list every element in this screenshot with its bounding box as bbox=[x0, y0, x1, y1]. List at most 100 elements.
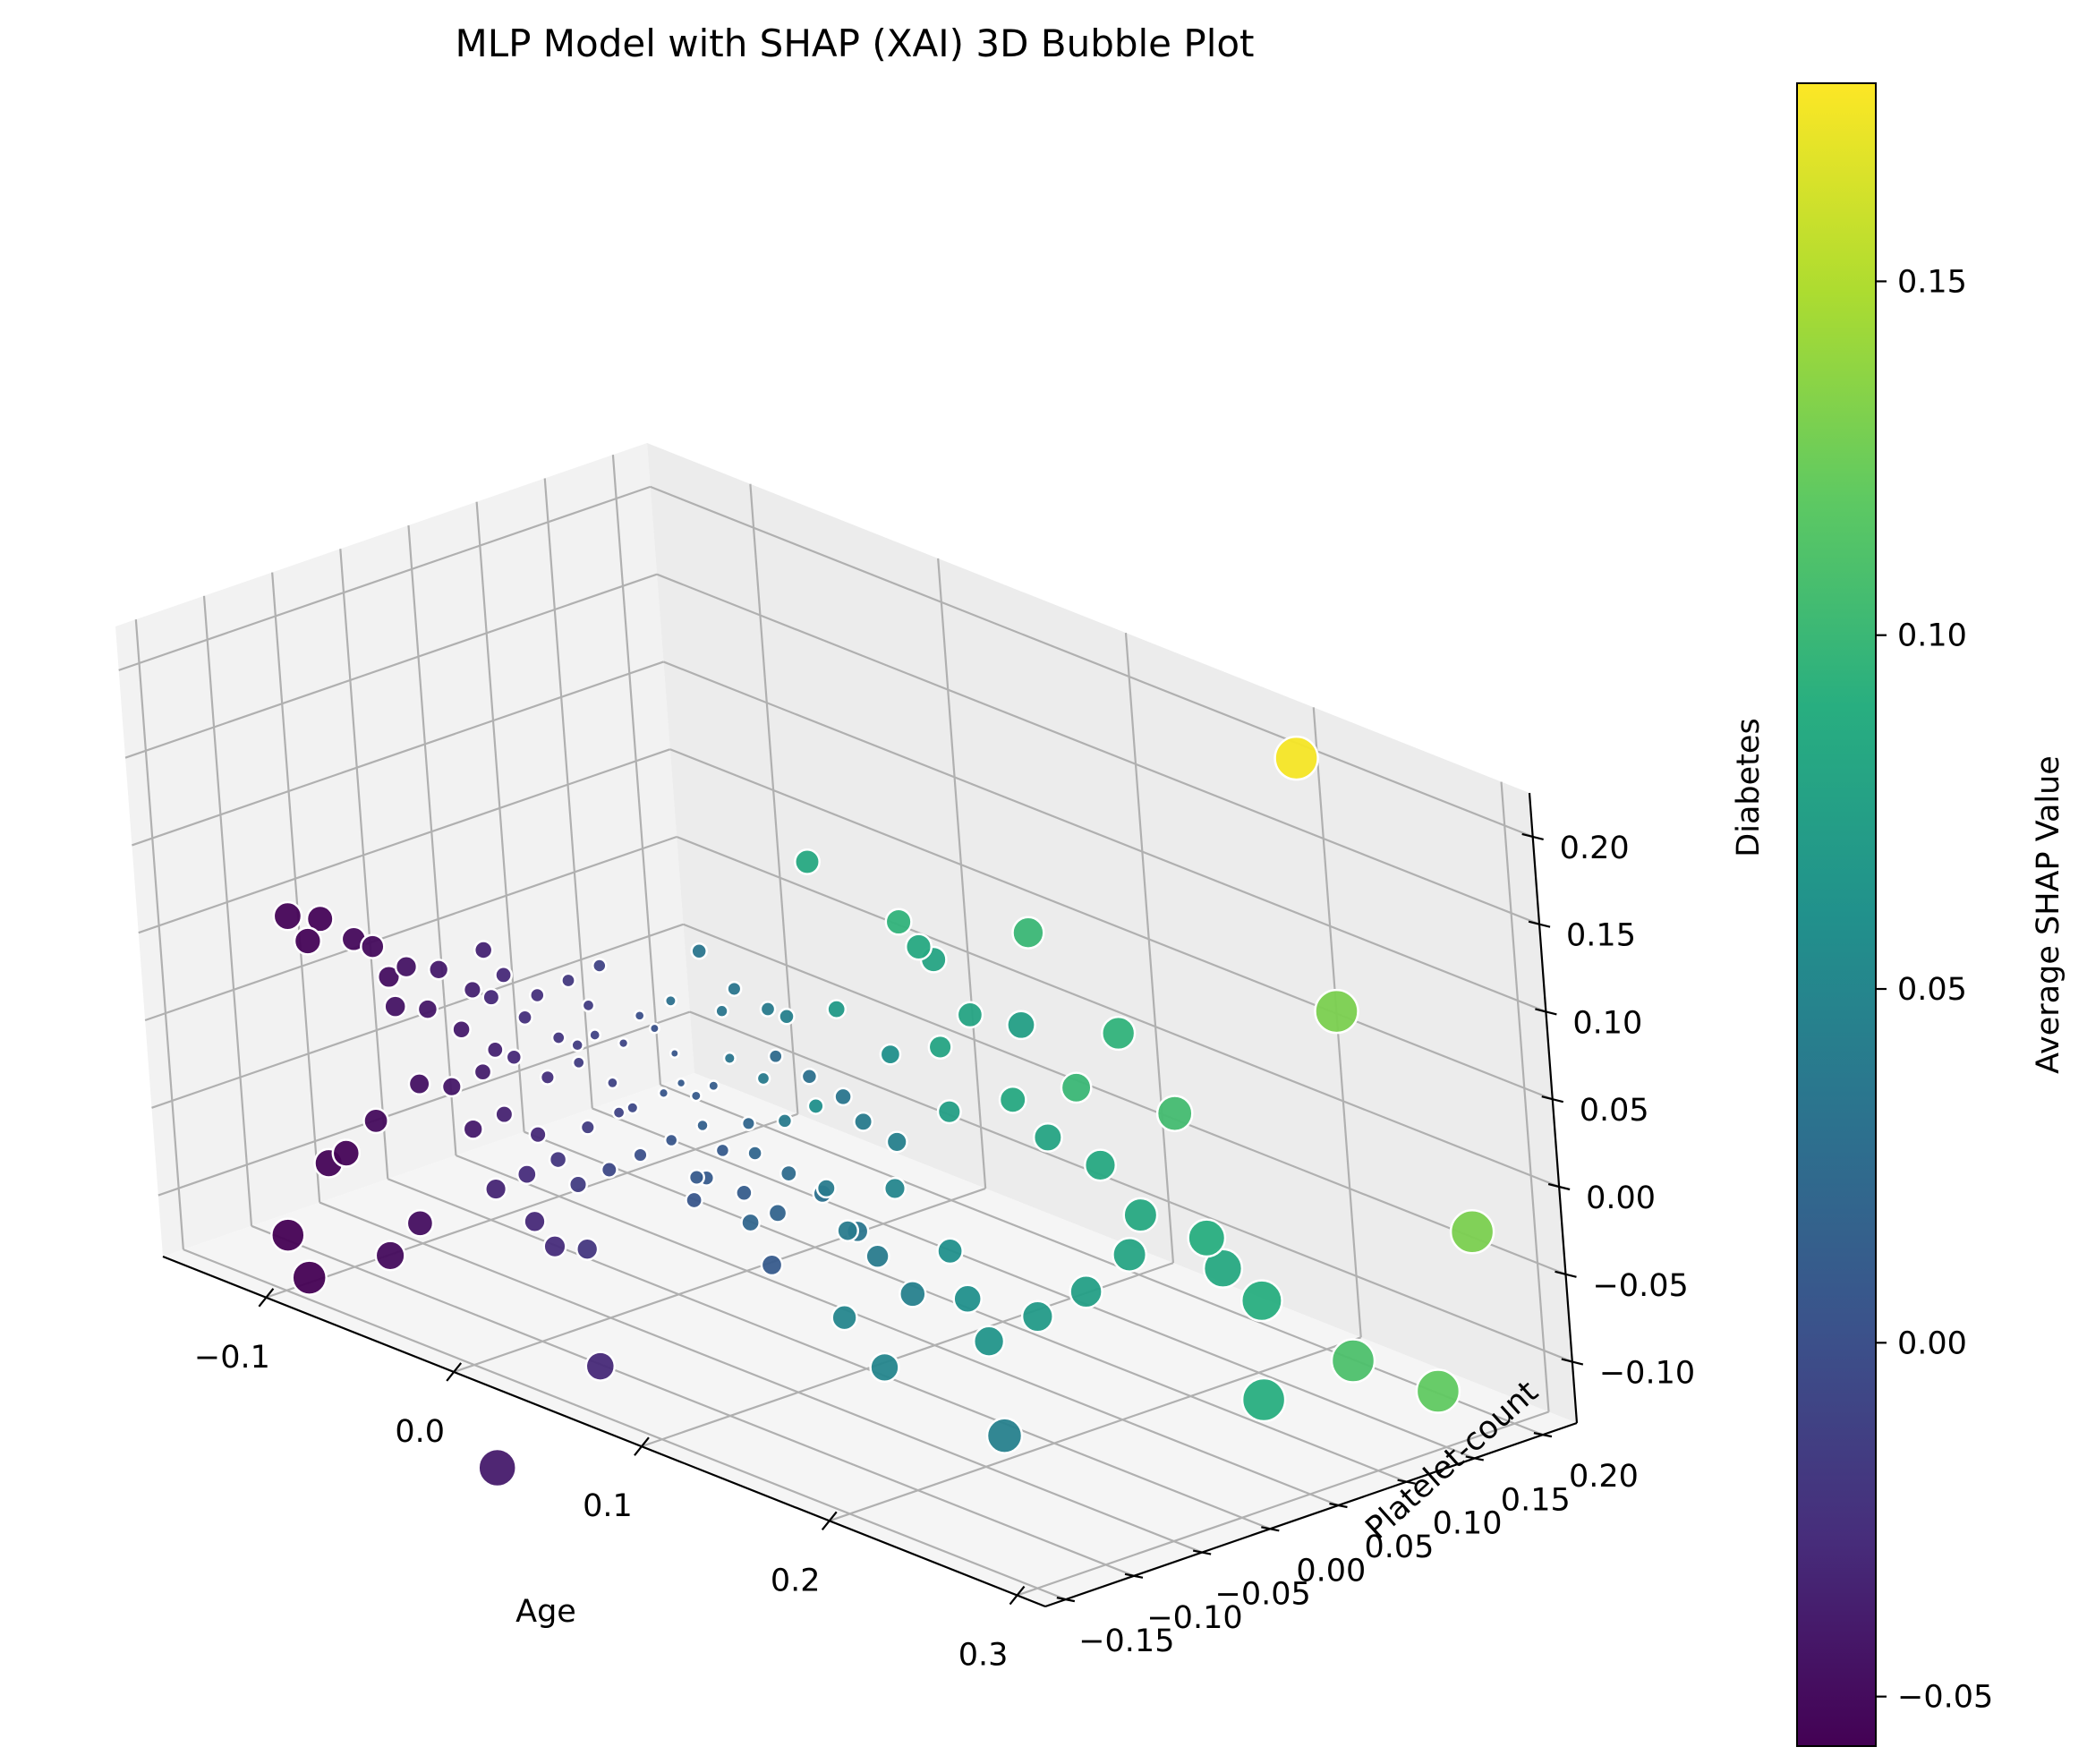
bubble-point bbox=[570, 1038, 584, 1052]
gridline-z-right bbox=[662, 660, 1546, 1013]
bubble-point bbox=[416, 998, 439, 1020]
bubble-point bbox=[952, 1283, 983, 1315]
bubble-point bbox=[588, 1028, 602, 1042]
z-tick bbox=[1528, 920, 1551, 928]
bubble-points bbox=[270, 735, 1495, 1488]
bubble-point bbox=[740, 1212, 761, 1233]
z-tick bbox=[1561, 1358, 1584, 1366]
bubble-point bbox=[1122, 1197, 1159, 1233]
y-tick bbox=[1192, 1549, 1212, 1555]
pane-floor bbox=[163, 1073, 1577, 1606]
bubble-point bbox=[592, 958, 608, 974]
bubble-point bbox=[767, 1048, 784, 1065]
bubble-point bbox=[707, 1079, 720, 1093]
bubble-point bbox=[600, 1161, 618, 1179]
y-tick bbox=[1056, 1597, 1076, 1603]
bubble-point bbox=[779, 1163, 798, 1183]
bubble-point bbox=[505, 1048, 524, 1066]
bubble-point bbox=[376, 964, 402, 990]
bubble-point bbox=[584, 1351, 617, 1382]
bubble-point bbox=[669, 1048, 680, 1059]
gridline-x-wall bbox=[937, 558, 987, 1189]
bubble-point bbox=[542, 1234, 567, 1259]
colorbar-tick-label: 0.00 bbox=[1897, 1325, 1967, 1361]
bubble-point bbox=[626, 1101, 640, 1115]
gridline-y-wall bbox=[339, 549, 389, 1180]
gridline-z-left bbox=[118, 485, 652, 671]
bubble-point bbox=[956, 1001, 984, 1029]
bubble-point bbox=[477, 1447, 517, 1488]
bubble-point bbox=[1330, 1338, 1376, 1384]
gridline-y-wall bbox=[134, 619, 184, 1250]
z-tick bbox=[1547, 1182, 1571, 1191]
bubble-point bbox=[516, 1009, 533, 1027]
bubble-point bbox=[362, 1107, 389, 1135]
x-axis-label: Age bbox=[515, 1594, 576, 1630]
bubble-point bbox=[451, 1019, 472, 1040]
bubble-point bbox=[1187, 1218, 1227, 1258]
gridline-z-right bbox=[650, 485, 1534, 838]
bubble-point bbox=[972, 1325, 1006, 1358]
bubble-point bbox=[885, 1130, 908, 1154]
bubble-point bbox=[806, 1096, 825, 1115]
colorbar-tick-label: 0.10 bbox=[1897, 618, 1967, 654]
gridline-z-left bbox=[138, 748, 671, 934]
bubble-point bbox=[394, 955, 419, 979]
x-tick-label: 0.2 bbox=[771, 1563, 821, 1598]
bubble-point bbox=[440, 1076, 463, 1098]
colorbar bbox=[1796, 82, 1877, 1747]
bubble-point bbox=[884, 908, 913, 936]
z-tick-label: 0.00 bbox=[1586, 1180, 1656, 1216]
bubble-point bbox=[746, 1145, 763, 1162]
x-tick bbox=[1009, 1585, 1026, 1606]
bubble-point bbox=[800, 1068, 819, 1086]
bubble-point bbox=[663, 1132, 679, 1148]
bubble-point bbox=[759, 1001, 777, 1018]
bubble-point bbox=[539, 1069, 556, 1086]
gridline-z-right bbox=[669, 748, 1554, 1101]
bubble-point bbox=[550, 1030, 566, 1045]
z-tick-label: 0.15 bbox=[1566, 918, 1636, 954]
bubble-point bbox=[1449, 1209, 1495, 1255]
axes-panes bbox=[115, 443, 1577, 1606]
bubble-point bbox=[695, 1118, 710, 1133]
bubble-point bbox=[879, 1043, 902, 1066]
gridline-y-floor bbox=[456, 1154, 1339, 1507]
bubble-point bbox=[865, 1243, 890, 1269]
bubble-point bbox=[473, 1061, 493, 1082]
x-tick bbox=[446, 1362, 463, 1382]
y-tick bbox=[1261, 1526, 1280, 1532]
x-tick bbox=[821, 1511, 838, 1531]
bubble-point bbox=[529, 986, 546, 1004]
bubble-point bbox=[869, 1351, 900, 1384]
y-tick-label: 0.10 bbox=[1433, 1506, 1503, 1542]
bubble-point bbox=[462, 1118, 484, 1140]
bubble-point bbox=[882, 1176, 907, 1200]
chart-title: MLP Model with SHAP (XAI) 3D Bubble Plot bbox=[455, 21, 1254, 65]
z-tick-label: 0.10 bbox=[1572, 1005, 1642, 1041]
y-tick bbox=[1124, 1572, 1144, 1579]
z-tick bbox=[1555, 1270, 1577, 1278]
bubble-point bbox=[462, 979, 482, 1000]
bubble-point bbox=[571, 1055, 586, 1070]
z-tick-label: 0.05 bbox=[1580, 1093, 1649, 1129]
gridline-z-right bbox=[683, 923, 1566, 1275]
bubble-point bbox=[648, 1022, 660, 1035]
bubble-point bbox=[776, 1112, 794, 1129]
z-axis-line bbox=[1528, 792, 1579, 1424]
bubble-point bbox=[374, 1240, 406, 1272]
bubble-point bbox=[515, 1163, 538, 1185]
x-tick-label: −0.1 bbox=[194, 1340, 270, 1376]
bubble-point bbox=[722, 1051, 737, 1065]
y-tick bbox=[1533, 1432, 1553, 1438]
gridline-z-left bbox=[144, 835, 677, 1022]
bubble-point bbox=[579, 1119, 596, 1136]
bubble-point bbox=[523, 1209, 547, 1233]
bubble-point bbox=[936, 1237, 964, 1265]
bubble-point bbox=[740, 1115, 756, 1131]
bubble-point bbox=[767, 1203, 788, 1223]
bubble-point bbox=[1006, 1010, 1036, 1041]
colorbar-tick-label: 0.05 bbox=[1897, 972, 1967, 1008]
gridline-y-wall bbox=[202, 595, 253, 1226]
